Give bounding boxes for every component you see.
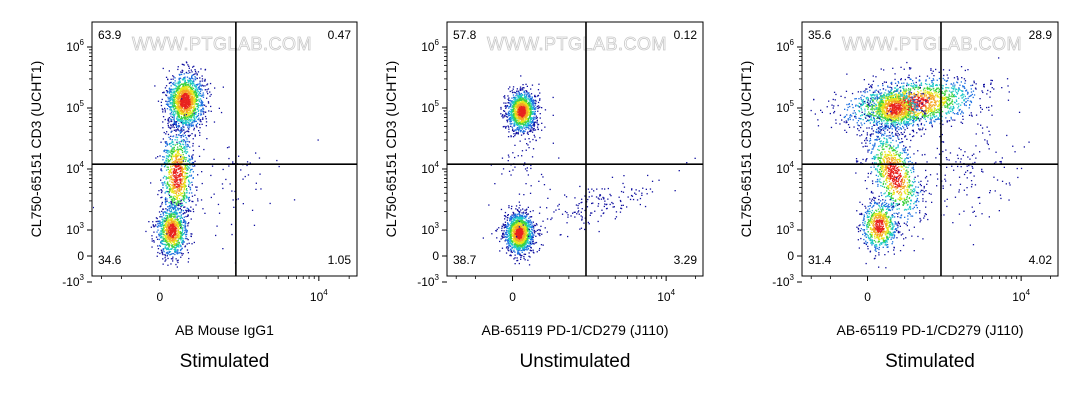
- quadrant-top-left: 35.6: [808, 28, 832, 42]
- y-tick-label: 104: [66, 160, 84, 176]
- event-dots: [482, 75, 696, 266]
- y-tick-label: 105: [66, 99, 84, 115]
- x-axis-label: AB-65119 PD-1/CD279 (J110): [836, 322, 1023, 338]
- y-axis-label: CL750-65151 CD3 (UCHT1): [383, 61, 399, 238]
- plot-frame: [801, 21, 1059, 277]
- y-tick-label: 104: [776, 160, 794, 176]
- y-axis-label: CL750-65151 CD3 (UCHT1): [738, 61, 754, 238]
- quadrant-top-right: 0.47: [328, 28, 352, 42]
- y-tick-label: -103: [772, 273, 794, 289]
- event-dots: [803, 57, 1030, 269]
- quadrant-top-right: 28.9: [1029, 28, 1053, 42]
- x-tick-label: 0: [509, 290, 516, 304]
- y-tick-label: 106: [776, 38, 794, 54]
- plot-frame: [91, 21, 358, 277]
- condition-label: Stimulated: [180, 351, 270, 372]
- y-tick-label: 103: [66, 221, 84, 237]
- quadrant-top-left: 63.9: [98, 28, 122, 42]
- quadrant-bottom-left: 34.6: [98, 253, 122, 267]
- y-tick-label: 106: [66, 38, 84, 54]
- y-tick-label: -103: [62, 273, 84, 289]
- y-tick-label: 0: [787, 249, 794, 263]
- watermark: WWW.PTGLAB.COM: [842, 34, 1022, 54]
- y-tick-label: 0: [77, 249, 84, 263]
- quadrant-top-left: 57.8: [453, 28, 477, 42]
- quadrant-top-right: 0.12: [674, 28, 698, 42]
- x-tick-label: 104: [310, 288, 328, 304]
- condition-label: Stimulated: [885, 351, 975, 372]
- quadrant-bottom-right: 3.29: [674, 253, 698, 267]
- x-tick-label: 0: [156, 290, 163, 304]
- quadrant-bottom-left: 38.7: [453, 253, 477, 267]
- quadrant-bottom-right: 4.02: [1029, 253, 1053, 267]
- y-tick-label: 103: [421, 221, 439, 237]
- y-tick-label: -103: [417, 273, 439, 289]
- y-tick-label: 105: [421, 99, 439, 115]
- condition-label: Unstimulated: [520, 351, 631, 372]
- watermark: WWW.PTGLAB.COM: [132, 34, 312, 54]
- quadrant-bottom-right: 1.05: [328, 253, 352, 267]
- y-tick-label: 104: [421, 160, 439, 176]
- y-tick-label: 0: [432, 249, 439, 263]
- event-dots: [93, 61, 319, 268]
- scatter-panel-2: WWW.PTGLAB.COM 57.8 0.12 38.7 3.29 106 105 104 1…: [383, 21, 704, 372]
- x-axis-label: AB Mouse IgG1: [175, 322, 274, 338]
- x-tick-label: 104: [657, 288, 675, 304]
- scatter-panel-1: WWW.PTGLAB.COM 63.9 0.47 34.6 1.05 106 105 104 1…: [28, 21, 358, 372]
- y-tick-label: 105: [776, 99, 794, 115]
- quadrant-bottom-left: 31.4: [808, 253, 832, 267]
- plot-frame: [446, 21, 704, 277]
- x-tick-label: 0: [864, 290, 871, 304]
- scatter-panel-3: WWW.PTGLAB.COM 35.6 28.9 31.4 4.02 106 105 104 1…: [738, 21, 1059, 372]
- x-tick-label: 104: [1012, 288, 1030, 304]
- y-tick-label: 106: [421, 38, 439, 54]
- y-axis-label: CL750-65151 CD3 (UCHT1): [28, 61, 44, 238]
- y-tick-label: 103: [776, 221, 794, 237]
- x-axis-label: AB-65119 PD-1/CD279 (J110): [481, 322, 668, 338]
- watermark: WWW.PTGLAB.COM: [487, 34, 667, 54]
